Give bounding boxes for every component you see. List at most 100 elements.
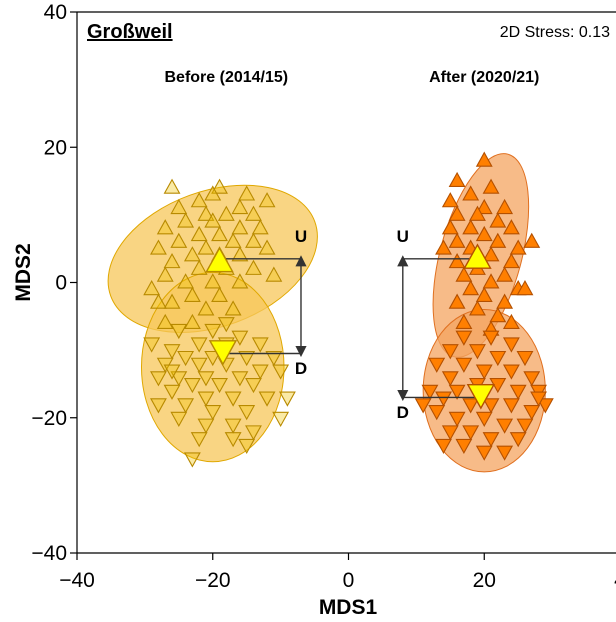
- y-tick-label-2: 0: [55, 272, 67, 295]
- point-before-u-30: [231, 273, 249, 289]
- point-before-d-37: [150, 398, 167, 414]
- point-before-d-33: [224, 418, 242, 434]
- point-after-u-18: [523, 232, 541, 248]
- point-before-u-43: [238, 185, 256, 201]
- data-points: [143, 151, 554, 468]
- point-before-u-36: [224, 300, 242, 316]
- point-after-u-4: [441, 192, 459, 208]
- point-before-d-0: [170, 323, 188, 340]
- point-before-u-0: [163, 178, 181, 194]
- point-after-u-6: [496, 198, 514, 215]
- point-before-u-10: [156, 219, 174, 235]
- point-after-d-12: [441, 371, 459, 387]
- point-before-u-9: [204, 212, 222, 228]
- point-after-u-20: [482, 246, 500, 262]
- point-after-d-16: [448, 384, 466, 400]
- point-after-d-15: [421, 384, 439, 400]
- period-label-0: Before (2014/15): [165, 69, 289, 86]
- distance-label-d-1: D: [295, 359, 307, 378]
- point-after-u-8: [469, 205, 486, 221]
- point-before-u-7: [245, 205, 262, 221]
- point-after-u-25: [455, 266, 473, 282]
- ellipse-before-d: [140, 271, 285, 463]
- point-after-d-5: [489, 350, 507, 367]
- point-after-d-37: [536, 398, 554, 414]
- point-before-u-16: [224, 232, 242, 248]
- point-before-d-42: [217, 317, 235, 333]
- point-after-u-31: [448, 293, 466, 309]
- point-before-u-41: [170, 198, 188, 215]
- point-before-d-2: [231, 330, 249, 346]
- point-before-d-40: [238, 438, 256, 455]
- point-after-u-3: [462, 185, 480, 201]
- point-before-d-17: [197, 371, 215, 387]
- x-tick-label-4: 4: [614, 569, 616, 592]
- centroid-markers: [205, 243, 496, 410]
- point-before-u-28: [177, 273, 195, 289]
- point-after-u-0: [475, 151, 493, 167]
- point-before-u-32: [183, 286, 201, 302]
- point-after-d-24: [428, 405, 446, 421]
- point-before-d-4: [190, 337, 208, 353]
- point-before-u-29: [204, 273, 222, 289]
- point-before-u-42: [204, 185, 222, 201]
- point-before-u-38: [183, 313, 201, 330]
- point-before-u-1: [211, 178, 228, 194]
- point-before-u-26: [245, 259, 262, 275]
- point-after-u-37: [502, 313, 520, 330]
- point-before-u-3: [190, 192, 208, 208]
- period-label-1: After (2020/21): [429, 69, 539, 86]
- x-tick-label-3: 20: [473, 569, 496, 592]
- point-after-d-28: [516, 418, 534, 434]
- point-before-d-36: [245, 425, 262, 441]
- point-after-d-30: [462, 425, 480, 441]
- point-after-d-35: [435, 438, 452, 455]
- point-before-d-19: [150, 371, 167, 387]
- point-before-d-20: [183, 377, 201, 394]
- y-tick-label-3: 20: [44, 136, 67, 159]
- point-before-d-23: [163, 384, 181, 400]
- point-after-d-26: [475, 411, 493, 427]
- point-before-u-11: [231, 219, 249, 235]
- point-before-d-6: [251, 337, 269, 353]
- point-before-d-35: [224, 432, 242, 448]
- point-after-u-11: [462, 219, 480, 235]
- centroid-connectors: [219, 255, 481, 402]
- point-before-u-14: [211, 225, 228, 242]
- x-tick-label-1: −20: [195, 569, 231, 592]
- point-after-u-32: [516, 280, 534, 296]
- point-before-d-3: [143, 337, 161, 353]
- centroid-before-d: [208, 340, 238, 366]
- point-before-u-13: [190, 225, 208, 242]
- distance-label-u-0: U: [295, 227, 307, 246]
- point-before-d-18: [231, 371, 249, 387]
- point-after-d-36: [496, 445, 514, 461]
- point-before-d-24: [197, 391, 215, 407]
- point-before-u-4: [231, 198, 249, 215]
- point-after-d-19: [435, 391, 452, 407]
- point-before-u-20: [183, 246, 201, 262]
- point-before-d-9: [204, 350, 222, 367]
- point-after-d-27: [496, 418, 514, 434]
- point-before-d-41: [163, 364, 181, 380]
- point-before-u-27: [156, 266, 174, 282]
- point-before-u-15: [170, 232, 188, 248]
- point-after-d-22: [502, 398, 520, 414]
- point-before-u-24: [190, 259, 208, 275]
- chart-title: Großweil: [87, 21, 173, 43]
- point-after-d-11: [523, 371, 541, 387]
- y-tick-label-0: −40: [31, 542, 67, 565]
- point-after-d-9: [475, 364, 493, 380]
- centroid-before-u: [205, 246, 234, 273]
- point-before-d-11: [265, 350, 283, 367]
- point-before-u-34: [163, 293, 181, 309]
- point-after-d-21: [482, 398, 500, 414]
- point-before-d-15: [251, 364, 269, 380]
- x-axis-label: MDS1: [319, 596, 378, 619]
- point-after-u-28: [462, 280, 480, 296]
- point-after-u-26: [482, 273, 500, 289]
- distance-label-u-2: U: [397, 227, 409, 246]
- point-before-d-38: [272, 364, 290, 380]
- point-after-d-3: [441, 344, 459, 360]
- point-after-u-21: [502, 252, 520, 269]
